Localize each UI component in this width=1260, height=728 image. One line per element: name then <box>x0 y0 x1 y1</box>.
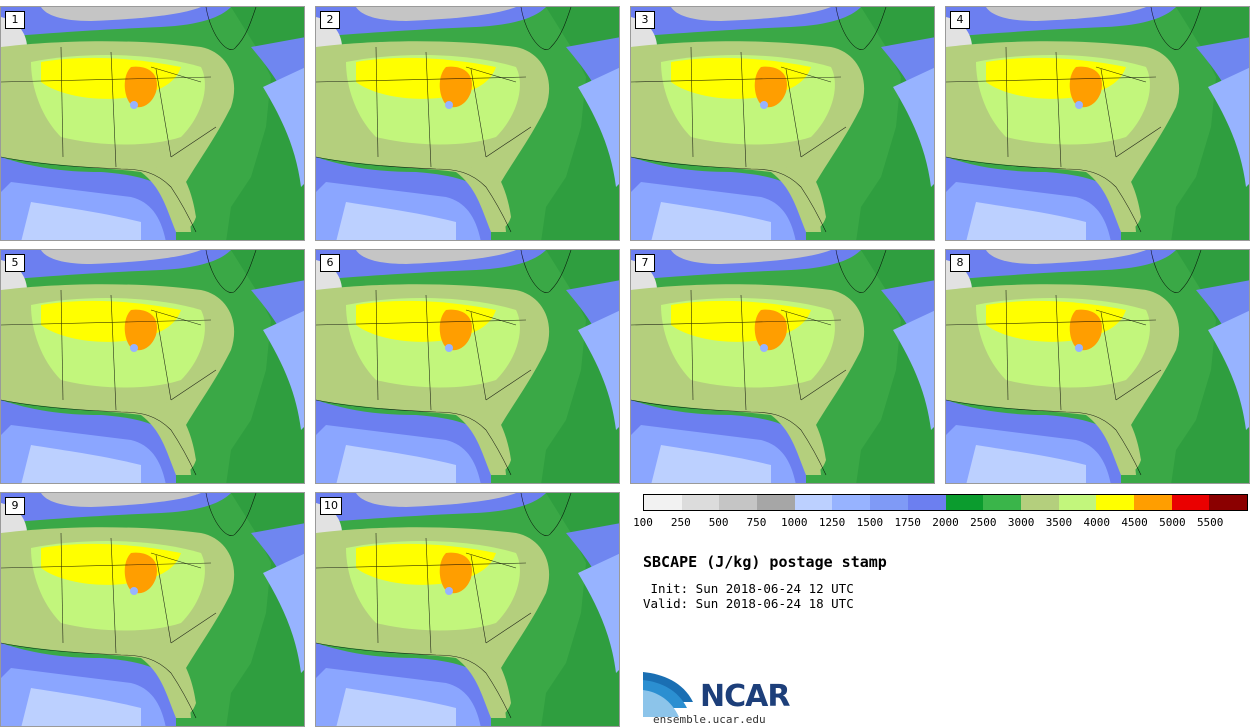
member-map-panel: 7 <box>630 249 935 484</box>
colorbar-tick-label: 750 <box>746 516 767 529</box>
colorbar-tick-label: 4000 <box>1083 516 1111 529</box>
member-number-label: 9 <box>5 497 25 515</box>
chart-title: SBCAPE (J/kg) postage stamp <box>643 553 887 571</box>
member-number-label: 4 <box>950 11 970 29</box>
colorbar-swatch <box>907 495 946 510</box>
sbcape-map <box>946 250 1249 483</box>
colorbar-swatch <box>832 495 871 510</box>
sbcape-map <box>1 250 304 483</box>
colorbar-swatch <box>1133 495 1172 510</box>
colorbar-swatch <box>644 495 682 510</box>
member-map-panel: 5 <box>0 249 305 484</box>
member-number-label: 2 <box>320 11 340 29</box>
member-number-label: 3 <box>635 11 655 29</box>
colorbar-tick-label: 4500 <box>1121 516 1148 529</box>
colorbar-swatch <box>719 495 758 510</box>
ncar-logo-icon <box>643 672 693 717</box>
sbcape-map <box>946 7 1249 240</box>
colorbar-tick-label: 1500 <box>856 516 884 529</box>
sbcape-map <box>316 493 619 726</box>
colorbar-swatch <box>1058 495 1097 510</box>
member-number-label: 10 <box>320 497 342 515</box>
member-number-label: 5 <box>5 254 25 272</box>
sbcape-map <box>631 250 934 483</box>
colorbar-tick-label: 5500 <box>1196 516 1224 529</box>
member-number-label: 7 <box>635 254 655 272</box>
colorbar-tick-label: 3000 <box>1007 516 1035 529</box>
colorbar-swatch <box>1096 495 1134 510</box>
valid-time: Valid: Sun 2018-06-24 18 UTC <box>643 596 854 611</box>
init-time: Init: Sun 2018-06-24 12 UTC <box>643 581 854 596</box>
member-number-label: 1 <box>5 11 25 29</box>
colorbar-tick-label: 2500 <box>970 516 997 529</box>
colorbar-swatch <box>983 495 1021 510</box>
member-map-panel: 4 <box>945 6 1250 241</box>
member-number-label: 6 <box>320 254 340 272</box>
member-map-panel: 3 <box>630 6 935 241</box>
colorbar-swatch <box>870 495 908 510</box>
colorbar-tick-label: 3500 <box>1045 516 1073 529</box>
member-map-panel: 1 <box>0 6 305 241</box>
colorbar <box>643 494 1248 511</box>
member-map-panel: 8 <box>945 249 1250 484</box>
logo-wordmark: NCAR <box>700 679 790 714</box>
colorbar-tick-label: 500 <box>708 516 729 529</box>
member-map-panel: 10 <box>315 492 620 727</box>
colorbar-tick-label: 2000 <box>932 516 959 529</box>
colorbar-tick-label: 250 <box>670 516 691 529</box>
member-number-label: 8 <box>950 254 970 272</box>
colorbar-swatch <box>794 495 833 510</box>
sbcape-map <box>631 7 934 240</box>
colorbar-swatch <box>1171 495 1210 510</box>
sbcape-map <box>1 493 304 726</box>
colorbar-swatch <box>757 495 795 510</box>
colorbar-tick-label: 100 <box>633 516 653 529</box>
colorbar-swatch <box>681 495 720 510</box>
colorbar-swatch <box>1020 495 1059 510</box>
colorbar-tick-label: 1000 <box>781 516 808 529</box>
colorbar-tick-label: 1750 <box>894 516 921 529</box>
member-map-panel: 6 <box>315 249 620 484</box>
colorbar-swatch <box>1209 495 1247 510</box>
sbcape-map <box>1 7 304 240</box>
member-map-panel: 9 <box>0 492 305 727</box>
member-map-panel: 2 <box>315 6 620 241</box>
colorbar-swatch <box>945 495 984 510</box>
colorbar-tick-label: 5000 <box>1159 516 1186 529</box>
sbcape-map <box>316 250 619 483</box>
site-url: ensemble.ucar.edu <box>653 713 766 726</box>
colorbar-tick-label: 1250 <box>818 516 846 529</box>
sbcape-map <box>316 7 619 240</box>
